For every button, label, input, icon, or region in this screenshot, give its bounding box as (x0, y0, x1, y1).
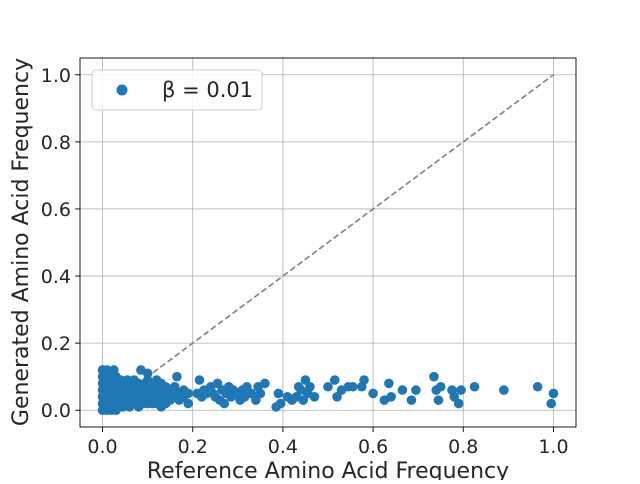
data-point-198 (548, 388, 559, 399)
data-point-195 (499, 385, 509, 395)
data-point-130 (183, 398, 194, 409)
y-tick-label-3: 0.6 (41, 199, 71, 221)
x-tick-label-4: 0.8 (448, 436, 478, 458)
legend: β = 0.01 (91, 69, 263, 111)
x-tick-label-1: 0.2 (178, 436, 208, 458)
legend-label: β = 0.01 (162, 78, 253, 102)
data-point-95 (142, 368, 153, 379)
x-tick-label-2: 0.4 (268, 436, 298, 458)
data-point-171 (323, 381, 333, 392)
data-point-159 (273, 388, 284, 399)
y-tick-label-0: 0.0 (41, 400, 71, 422)
x-axis-ticks: 0.0 0.2 0.4 0.6 0.8 1.0 (87, 427, 569, 458)
legend-box (91, 69, 263, 111)
data-point-192 (453, 398, 464, 409)
grid-lines (80, 58, 576, 427)
data-point-170 (309, 392, 320, 402)
x-tick-label-3: 0.6 (358, 436, 388, 458)
y-tick-label-2: 0.4 (41, 266, 71, 288)
y-tick-label-1: 0.2 (41, 333, 71, 355)
data-point-172 (329, 375, 340, 385)
data-point-183 (397, 385, 408, 395)
data-point-184 (406, 395, 417, 405)
data-point-178 (359, 375, 369, 385)
data-point-196 (532, 381, 543, 392)
data-point-189 (435, 381, 446, 392)
data-point-179 (368, 388, 378, 399)
x-tick-label-5: 1.0 (538, 436, 568, 458)
data-point-185 (411, 385, 421, 395)
y-axis-label: Generated Amino Acid Frequency (9, 58, 34, 426)
data-point-186 (429, 371, 439, 382)
x-tick-label-0: 0.0 (87, 436, 117, 458)
data-point-133 (194, 375, 205, 385)
y-tick-label-4: 0.8 (41, 132, 71, 154)
data-point-193 (456, 385, 466, 395)
data-point-182 (386, 392, 396, 402)
data-point-160 (275, 398, 286, 409)
data-point-157 (260, 378, 270, 389)
data-point-143 (219, 398, 230, 409)
y-axis-ticks: 0.0 0.2 0.4 0.6 0.8 1.0 (41, 65, 80, 422)
data-point-156 (255, 388, 266, 399)
data-point-176 (348, 381, 358, 392)
data-point-125 (172, 371, 182, 382)
y-tick-label-5: 1.0 (41, 65, 71, 87)
data-point-197 (546, 398, 556, 409)
legend-marker (116, 84, 128, 96)
x-axis-label: Reference Amino Acid Frequency (147, 459, 509, 480)
data-point-181 (384, 378, 394, 389)
data-point-131 (183, 388, 194, 399)
data-point-169 (305, 381, 315, 392)
identity-reference-line (102, 74, 554, 411)
data-point-188 (433, 395, 444, 405)
scatter-points (97, 365, 559, 416)
plot-frame (79, 57, 577, 428)
data-point-194 (469, 381, 480, 392)
